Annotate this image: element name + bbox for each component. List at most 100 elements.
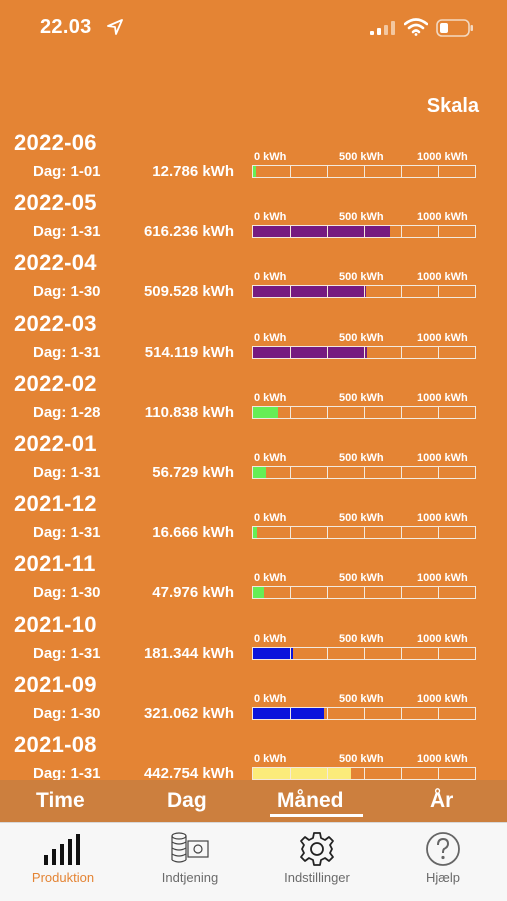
production-bar-fill: [253, 406, 278, 418]
location-arrow-icon: [107, 19, 123, 35]
production-row[interactable]: 2022-01 Dag: 1-31 56.729 kWh 0 kWh 500 kWh 10…: [0, 421, 507, 481]
row-day-range: Dag: 1-31: [33, 464, 101, 481]
tab-produktion[interactable]: Produktion: [0, 823, 126, 901]
scale-label-mid: 500 kWh: [339, 692, 384, 705]
tab-hjaelp[interactable]: Hjælp: [380, 823, 506, 901]
period-selector: Time Dag Måned År: [0, 780, 507, 822]
production-bar: [252, 526, 476, 540]
bar-segment-divider: [438, 707, 439, 719]
bar-segment-divider: [401, 527, 402, 539]
bar-segment-divider: [327, 527, 328, 539]
production-row[interactable]: 2022-03 Dag: 1-31 514.119 kWh 0 kWh 500 kWh 1…: [0, 301, 507, 361]
production-row[interactable]: 2022-02 Dag: 1-28 110.838 kWh 0 kWh 500 kWh 1…: [0, 361, 507, 421]
scale-label-zero: 0 kWh: [254, 692, 287, 705]
bar-segment-divider: [438, 346, 439, 358]
row-month: 2021-10: [14, 611, 97, 637]
scale-label-mid: 500 kWh: [339, 331, 384, 344]
row-day-range: Dag: 1-30: [33, 283, 101, 301]
bar-segment-divider: [438, 286, 439, 298]
scale-label-max: 1000 kWh: [417, 331, 468, 344]
tab-indstillinger-label: Indstillinger: [284, 870, 350, 885]
row-month: 2022-06: [14, 130, 97, 155]
row-month: 2021-11: [14, 551, 96, 577]
bar-segment-divider: [364, 286, 365, 298]
bar-segment-divider: [290, 467, 291, 478]
bar-segment-divider: [401, 406, 402, 418]
row-kwh-value: 56.729 kWh: [152, 464, 234, 481]
row-kwh-value: 514.119 kWh: [144, 343, 234, 361]
row-month: 2022-05: [14, 190, 97, 216]
bar-segment-divider: [290, 346, 291, 358]
production-bar: [252, 345, 476, 359]
production-row[interactable]: 2021-08 Dag: 1-31 442.754 kWh 0 kWh 500 kWh 1…: [0, 722, 507, 780]
bar-chart-icon: [44, 834, 80, 865]
bar-segment-divider: [290, 527, 291, 539]
scale-label-zero: 0 kWh: [254, 271, 287, 284]
bar-segment-divider: [364, 768, 365, 779]
bar-segment-divider: [290, 406, 291, 418]
scale-header: Skala: [426, 95, 479, 117]
production-bar: [252, 646, 476, 660]
bar-segment-divider: [327, 707, 328, 719]
tab-indstillinger[interactable]: Indstillinger: [254, 823, 380, 901]
scale-label-max: 1000 kWh: [417, 572, 468, 585]
production-row[interactable]: 2021-10 Dag: 1-31 181.344 kWh 0 kWh 500 kWh 1…: [0, 602, 507, 662]
bar-segment-divider: [401, 166, 402, 177]
signal-icon: [370, 21, 395, 35]
production-row[interactable]: 2022-06 Dag: 1-01 12.786 kWh 0 kWh 500 kWh 10…: [0, 120, 507, 180]
row-month: 2022-04: [14, 250, 97, 276]
period-tab-time[interactable]: Time: [36, 789, 85, 812]
production-bar-fill: [253, 226, 390, 238]
scale-label-mid: 500 kWh: [339, 512, 384, 525]
tab-produktion-label: Produktion: [31, 870, 95, 885]
scale-label-mid: 500 kWh: [339, 452, 384, 464]
row-kwh-value: 181.344 kWh: [143, 644, 234, 662]
scale-label-mid: 500 kWh: [339, 391, 384, 404]
production-row[interactable]: 2021-11 Dag: 1-30 47.976 kWh 0 kWh 500 kWh 10…: [0, 541, 507, 601]
row-kwh-value: 616.236 kWh: [143, 223, 234, 241]
scale-label-zero: 0 kWh: [254, 632, 287, 645]
bar-segment-divider: [327, 226, 328, 238]
tab-indtjening[interactable]: Indtjening: [127, 823, 253, 901]
status-bar: 22.03: [0, 0, 507, 56]
bar-segment-divider: [364, 166, 365, 177]
production-row[interactable]: 2021-12 Dag: 1-31 16.666 kWh 0 kWh 500 kWh 10…: [0, 481, 507, 541]
period-tab-dag[interactable]: Dag: [167, 789, 207, 812]
production-row[interactable]: 2022-05 Dag: 1-31 616.236 kWh 0 kWh 500 kWh 1…: [0, 180, 507, 240]
production-bar: [252, 405, 476, 419]
bar-segment-divider: [327, 286, 328, 298]
bar-segment-divider: [401, 647, 402, 659]
row-kwh-value: 442.754 kWh: [143, 765, 234, 780]
row-day-range: Dag: 1-30: [33, 704, 101, 722]
production-bar-fill: [253, 587, 264, 599]
period-tab-ar[interactable]: År: [430, 789, 454, 812]
tab-bar: Produktion Indtjening Indstillinger Hjæl…: [0, 822, 507, 901]
bar-segment-divider: [401, 768, 402, 779]
production-row[interactable]: 2022-04 Dag: 1-30 509.528 kWh 0 kWh 500 kWh 1…: [0, 240, 507, 300]
scale-label-zero: 0 kWh: [254, 331, 287, 344]
row-month: 2022-01: [14, 431, 97, 456]
row-month: 2021-08: [14, 732, 97, 757]
bar-segment-divider: [364, 406, 365, 418]
bar-segment-divider: [290, 587, 291, 599]
production-row[interactable]: 2021-09 Dag: 1-30 321.062 kWh 0 kWh 500 kWh 1…: [0, 662, 507, 722]
row-day-range: Dag: 1-31: [33, 223, 101, 241]
wifi-icon: [404, 18, 428, 36]
production-bar-fill: [253, 166, 256, 177]
scale-label-max: 1000 kWh: [417, 452, 468, 464]
row-month: 2022-02: [14, 370, 97, 396]
row-day-range: Dag: 1-31: [33, 524, 101, 542]
bar-segment-divider: [327, 406, 328, 418]
bar-segment-divider: [327, 768, 328, 779]
production-bar-fill: [253, 768, 352, 779]
bar-segment-divider: [401, 707, 402, 719]
production-list[interactable]: 2022-06 Dag: 1-01 12.786 kWh 0 kWh 500 kWh 10…: [0, 120, 507, 780]
period-tab-maned[interactable]: Måned: [277, 789, 344, 812]
bar-segment-divider: [438, 647, 439, 659]
bar-segment-divider: [364, 527, 365, 539]
tab-indtjening-label: Indtjening: [161, 870, 219, 885]
scale-label-zero: 0 kWh: [254, 572, 287, 585]
production-bar-fill: [253, 286, 367, 298]
scale-label-zero: 0 kWh: [254, 211, 287, 224]
scale-label-mid: 500 kWh: [339, 211, 384, 224]
